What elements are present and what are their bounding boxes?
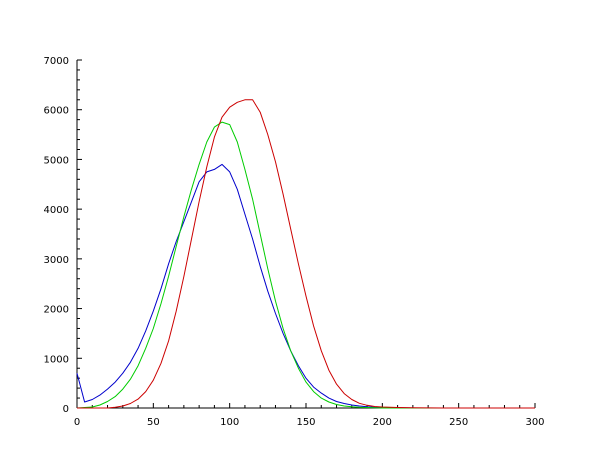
x-tick-label: 50 [147, 417, 160, 428]
x-tick-label: 200 [373, 417, 392, 428]
series-line-3 [77, 99, 535, 409]
y-tick-label: 5000 [44, 155, 69, 166]
y-tick-label: 2000 [44, 305, 69, 316]
x-tick-label: 100 [220, 417, 239, 428]
x-tick-label: 150 [296, 417, 315, 428]
x-ticks: 0 50 100 150 200 250 300 [74, 403, 545, 428]
y-tick-label: 6000 [44, 106, 69, 117]
axes [76, 60, 535, 409]
x-tick-label: 0 [74, 417, 80, 428]
series-line-2 [76, 121, 535, 409]
y-tick-label: 4000 [44, 205, 69, 216]
y-tick-label: 1000 [44, 354, 69, 365]
series-line-1 [76, 163, 535, 409]
x-tick-label: 300 [525, 417, 544, 428]
series-layer [76, 99, 535, 409]
x-tick-label: 250 [449, 417, 468, 428]
y-ticks: 0 1000 2000 3000 4000 5000 6000 7000 [44, 56, 82, 415]
y-tick-label: 0 [63, 404, 69, 415]
y-tick-label: 3000 [44, 255, 69, 266]
y-tick-label: 7000 [44, 56, 69, 67]
